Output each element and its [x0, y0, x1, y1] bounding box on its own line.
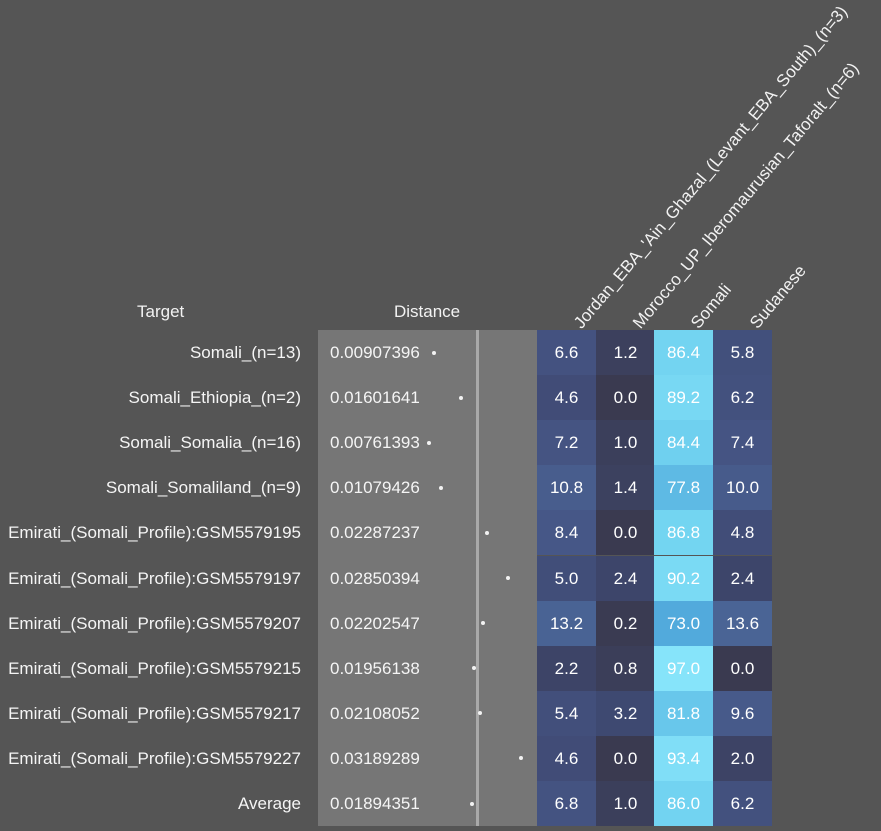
column-header: Jordan_EBA_'Ain_Ghazal_(Levant_EBA_South…	[570, 2, 852, 333]
heatmap-cell: 81.8	[654, 690, 713, 736]
distance-dot	[472, 666, 477, 671]
row-distance-value: 0.02287237	[330, 523, 420, 543]
heatmap-cell: 2.2	[537, 645, 596, 691]
row-distance-value: 0.01956138	[330, 658, 420, 678]
heatmap-cell: 5.0	[537, 555, 596, 601]
heatmap-cell: 73.0	[654, 600, 713, 646]
heatmap-cell: 86.0	[654, 781, 713, 826]
row-target-label: Somali_Ethiopia_(n=2)	[128, 388, 301, 408]
row-distance-value: 0.03189289	[330, 748, 420, 768]
column-header: Sudanese	[746, 261, 810, 333]
column-header: Somali	[687, 280, 735, 333]
row-distance-value: 0.02202547	[330, 613, 420, 633]
heatmap-cell: 10.0	[713, 465, 772, 511]
row-target-label: Average	[237, 794, 301, 813]
average-distance-line	[476, 330, 479, 826]
heatmap-cell: 0.0	[596, 735, 655, 781]
heatmap-cell: 97.0	[654, 645, 713, 691]
column-header: Morocco_UP_Iberomaurusian_Taforalt_(n=6)	[629, 59, 863, 333]
row-target-label: Emirati_(Somali_Profile):GSM5579215	[8, 658, 301, 678]
heatmap-cell: 9.6	[713, 690, 772, 736]
heatmap-cell: 86.8	[654, 510, 713, 556]
distance-dot	[481, 621, 486, 626]
heatmap-cell: 13.2	[537, 600, 596, 646]
heatmap-cell: 6.8	[537, 781, 596, 826]
heatmap-cell: 2.4	[596, 555, 655, 601]
distance-dot	[426, 440, 431, 445]
heatmap-cell: 0.0	[596, 375, 655, 421]
heatmap-cell: 4.6	[537, 735, 596, 781]
heatmap-cell: 1.2	[596, 330, 655, 375]
distance-panel	[318, 330, 537, 826]
heatmap-cell: 1.0	[596, 420, 655, 466]
heatmap-cell: 90.2	[654, 555, 713, 601]
heatmap-cell: 0.2	[596, 600, 655, 646]
row-target-label: Emirati_(Somali_Profile):GSM5579195	[8, 523, 301, 543]
row-target-label: Emirati_(Somali_Profile):GSM5579197	[8, 568, 301, 588]
row-target-label: Somali_Somaliland_(n=9)	[105, 478, 301, 498]
distance-dot	[458, 395, 463, 400]
heatmap-cell: 86.4	[654, 330, 713, 375]
heatmap-cell: 13.6	[713, 600, 772, 646]
heatmap-cell: 2.4	[713, 555, 772, 601]
row-target-label: Somali_(n=13)	[189, 343, 301, 362]
heatmap-cell: 6.2	[713, 781, 772, 826]
heatmap-cell: 0.8	[596, 645, 655, 691]
distance-dot	[484, 530, 489, 535]
distance-dot	[438, 485, 443, 490]
heatmap-cell: 1.0	[596, 781, 655, 826]
heatmap-cell: 6.2	[713, 375, 772, 421]
heatmap-cell: 5.8	[713, 330, 772, 375]
distance-dot	[505, 576, 510, 581]
heatmap-cell: 1.4	[596, 465, 655, 511]
row-distance-value: 0.01601641	[330, 388, 420, 408]
row-distance-value: 0.01079426	[330, 478, 420, 498]
heatmap-cell: 2.0	[713, 735, 772, 781]
heatmap-cell: 10.8	[537, 465, 596, 511]
distance-header: Distance	[394, 302, 461, 321]
heatmap-cell: 93.4	[654, 735, 713, 781]
heatmap-cell: 7.2	[537, 420, 596, 466]
row-target-label: Emirati_(Somali_Profile):GSM5579217	[8, 703, 301, 723]
heatmap-cell: 0.0	[596, 510, 655, 556]
heatmap-cell: 6.6	[537, 330, 596, 375]
row-target-label: Emirati_(Somali_Profile):GSM5579207	[8, 613, 301, 633]
heatmap-cell: 89.2	[654, 375, 713, 421]
distance-dot	[432, 350, 437, 355]
heatmap-cell: 77.8	[654, 465, 713, 511]
row-distance-value: 0.02108052	[330, 703, 420, 723]
distance-dot	[469, 801, 474, 806]
distance-dot	[477, 711, 482, 716]
row-distance-value: 0.02850394	[330, 568, 420, 588]
distance-dot	[518, 756, 523, 761]
heatmap-cell: 4.6	[537, 375, 596, 421]
row-distance-value: 0.00907396	[330, 343, 420, 362]
heatmap-cell: 5.4	[537, 690, 596, 736]
heatmap-cell: 8.4	[537, 510, 596, 556]
row-distance-value: 0.01894351	[330, 794, 420, 813]
heatmap-cell: 4.8	[713, 510, 772, 556]
row-distance-value: 0.00761393	[330, 433, 420, 453]
row-target-label: Somali_Somalia_(n=16)	[119, 433, 301, 453]
target-header: Target	[137, 302, 185, 321]
heatmap-cell: 7.4	[713, 420, 772, 466]
row-target-label: Emirati_(Somali_Profile):GSM5579227	[8, 748, 301, 768]
heatmap-cell: 84.4	[654, 420, 713, 466]
heatmap-cell: 3.2	[596, 690, 655, 736]
heatmap-cell: 0.0	[713, 645, 772, 691]
